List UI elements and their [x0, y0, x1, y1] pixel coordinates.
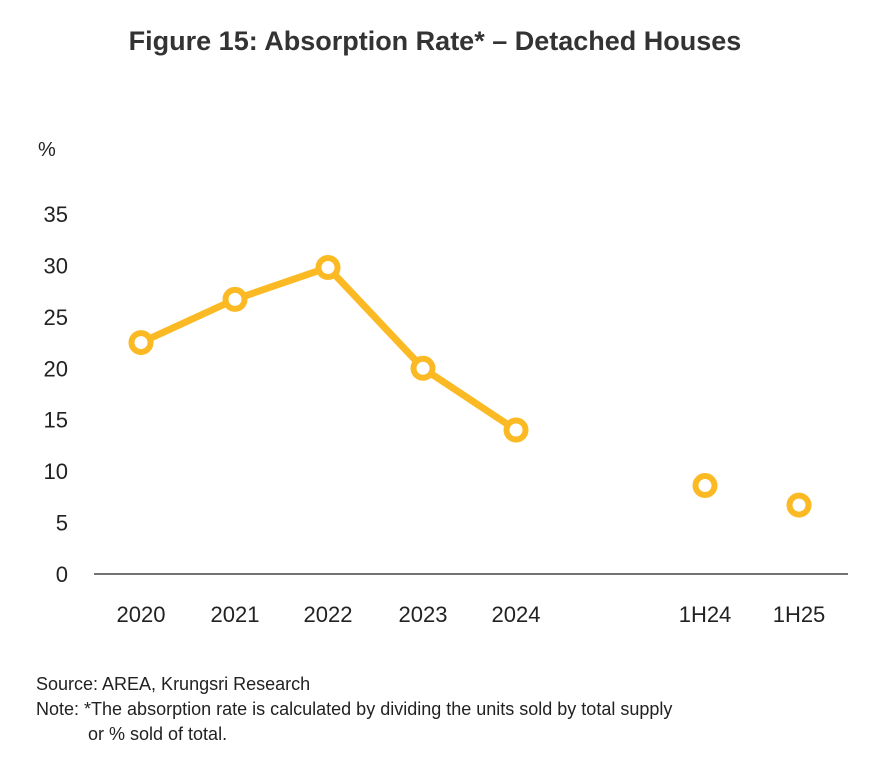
x-tick-label: 2022: [304, 602, 353, 627]
line-chart: % 0 5 10 15 20 25 30 35 2020 2021 2022 2023 2024 1H2…: [38, 139, 848, 627]
y-tick-label: 30: [44, 253, 68, 278]
y-tick-label: 20: [44, 356, 68, 381]
y-tick-label: 5: [56, 511, 68, 536]
note-text-line2: or % sold of total.: [88, 724, 228, 744]
x-tick-label: 2023: [399, 602, 448, 627]
chart-title: Figure 15: Absorption Rate* – Detached H…: [128, 26, 742, 56]
data-point-2021: [222, 286, 248, 312]
y-axis-ticks: 0 5 10 15 20 25 30 35: [44, 202, 68, 587]
y-tick-label: 25: [44, 305, 68, 330]
y-axis-unit-label: %: [38, 139, 56, 161]
y-tick-label: 0: [56, 562, 68, 587]
data-point-2023: [410, 355, 436, 381]
y-tick-label: 35: [44, 202, 68, 227]
x-tick-label: 1H24: [679, 602, 732, 627]
y-tick-label: 10: [44, 459, 68, 484]
series-line: [137, 263, 520, 434]
data-point-1H24: [692, 473, 718, 499]
data-point-2022: [315, 254, 341, 280]
data-point-1H25: [786, 492, 812, 518]
series-group: [128, 254, 812, 518]
chart-footer: Source: AREA, Krungsri Research Note: *T…: [36, 672, 672, 747]
x-axis-ticks: 2020 2021 2022 2023 2024 1H24 1H25: [117, 602, 826, 627]
y-tick-label: 15: [44, 408, 68, 433]
source-text: Source: AREA, Krungsri Research: [36, 674, 311, 694]
data-point-2024: [503, 417, 529, 443]
data-point-2020: [128, 330, 154, 356]
x-tick-label: 2021: [211, 602, 260, 627]
note-text-line1: Note: *The absorption rate is calculated…: [36, 699, 673, 719]
x-tick-label: 2024: [492, 602, 541, 627]
x-tick-label: 2020: [117, 602, 166, 627]
x-tick-label: 1H25: [773, 602, 826, 627]
